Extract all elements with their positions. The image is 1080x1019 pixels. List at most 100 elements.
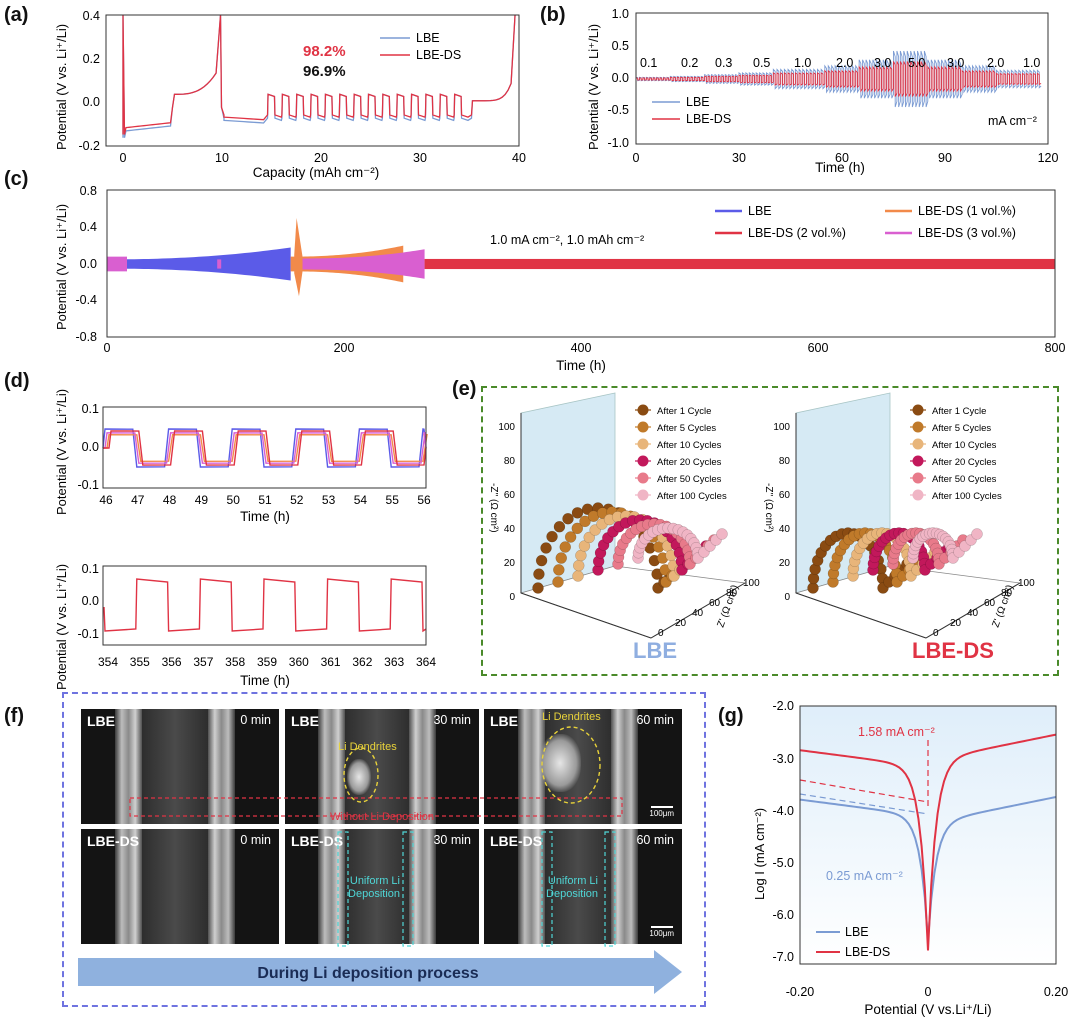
panel-g-chart: Log I (mA cm⁻²) -2.0 -3.0 -4.0 -5.0 -6.0… xyxy=(752,700,1068,1017)
xtick: 20 xyxy=(675,618,687,629)
xtick: 49 xyxy=(195,493,209,507)
ytick: 0.0 xyxy=(82,440,99,454)
eis-point xyxy=(533,568,545,580)
xtick: 600 xyxy=(808,341,829,355)
tile-time: 60 min xyxy=(636,713,674,727)
li-dendrite-blob xyxy=(539,734,581,792)
ztick: 0 xyxy=(784,592,790,603)
rate-label: 5.0 xyxy=(908,56,925,70)
eis-point xyxy=(546,530,558,543)
rate-label: 2.0 xyxy=(987,56,1004,70)
ztick: 100 xyxy=(773,422,790,433)
legend-lbe: LBE xyxy=(686,95,710,109)
xtick: 47 xyxy=(131,493,145,507)
ytick: 0.0 xyxy=(80,257,97,271)
panel-d-top-frame xyxy=(102,406,427,489)
xtick: 800 xyxy=(1045,341,1066,355)
panel-e-xaxis xyxy=(520,592,652,639)
eis-point xyxy=(540,542,552,554)
ytick: -0.1 xyxy=(77,627,99,641)
panel-d-bot-xticks: 354 355 356 357 358 359 360 361 362 363 364 xyxy=(98,655,436,669)
panel-g-ds-curve xyxy=(799,733,1057,951)
legend-ds: LBE-DS xyxy=(686,112,731,126)
legend-entry: After 5 Cycles xyxy=(932,423,991,434)
eis-point xyxy=(532,582,544,594)
electrolyte-gap xyxy=(142,829,208,944)
xtick: 363 xyxy=(384,655,404,669)
panel-a-xticks: 0 10 20 30 40 xyxy=(120,151,526,165)
xtick: 51 xyxy=(258,493,272,507)
eis-point xyxy=(564,531,577,543)
micrograph-tile: LBE-DS 30 min xyxy=(285,829,479,944)
panel-b-ds-curve xyxy=(635,61,1042,97)
eis-point xyxy=(578,540,591,552)
xtick: 0.20 xyxy=(1044,985,1068,999)
ytick: 0.1 xyxy=(82,562,99,576)
xtick: 52 xyxy=(290,493,304,507)
panel-g-ylabel: Log I (mA cm⁻²) xyxy=(752,808,767,900)
panel-c-xticks: 0 200 400 600 800 xyxy=(104,341,1066,355)
panel-b-xticks: 0 30 60 90 120 xyxy=(633,151,1059,165)
ztick: 100 xyxy=(498,422,515,433)
panel-e-ds-name: LBE-DS xyxy=(912,638,994,663)
panel-b-xlabel: Time (h) xyxy=(815,160,865,175)
rate-label: 3.0 xyxy=(874,56,891,70)
ytick: -0.1 xyxy=(77,478,99,492)
panel-g-yticks: -2.0 -3.0 -4.0 -5.0 -6.0 -7.0 xyxy=(772,700,794,964)
tafel-ds-line xyxy=(799,779,929,803)
xtick: 48 xyxy=(163,493,177,507)
ztick: 80 xyxy=(779,456,791,467)
panel-b-rate-labels: 0.1 0.2 0.3 0.5 1.0 2.0 3.0 5.0 3.0 2.0 1.0 xyxy=(640,56,1040,70)
ytick: -2.0 xyxy=(772,700,794,713)
legend-entry: After 50 Cycles xyxy=(657,474,722,485)
panel-c-chart: Potential (V vs. Li⁺/Li) 0.8 0.4 0.0 -0.… xyxy=(54,184,1066,373)
panel-a-xlabel: Capacity (mAh cm⁻²) xyxy=(253,165,379,180)
xtick: 100 xyxy=(1018,578,1035,589)
panel-d-bot-frame xyxy=(102,565,427,646)
panel-d-top-ylabel: Potential (V vs. Li⁺/Li) xyxy=(54,389,69,515)
xtick: 40 xyxy=(967,608,979,619)
electrode-right xyxy=(610,709,639,824)
micrograph-tile: LBE-DS 0 min xyxy=(81,829,279,944)
ytick: -1.0 xyxy=(607,136,629,150)
panel-a-chart: Potential (V vs. Li⁺/Li) 0.4 0.2 0.0 -0.… xyxy=(54,9,526,180)
electrode-right xyxy=(207,829,236,944)
legend-ds: LBE-DS xyxy=(416,48,461,62)
rate-label: 0.5 xyxy=(753,56,770,70)
panel-c-band xyxy=(217,259,222,269)
ytick: -0.2 xyxy=(78,139,100,153)
uniform-box-60-right xyxy=(604,831,616,947)
panel-d-curve xyxy=(103,578,427,633)
eis-point xyxy=(553,564,565,576)
electrode-right xyxy=(207,709,236,824)
electrolyte-gap xyxy=(345,829,410,944)
eis-point xyxy=(572,559,585,572)
ztick: 40 xyxy=(504,524,516,535)
xtick: 120 xyxy=(1038,151,1059,165)
dendrite-circle-60 xyxy=(541,726,601,804)
without-deposition-box xyxy=(129,797,623,817)
legend-entry: After 100 Cycles xyxy=(932,491,1002,502)
panel-g-bg xyxy=(800,706,1056,964)
panel-d-bot-xlabel: Time (h) xyxy=(240,673,290,688)
tafel-lbe-line xyxy=(799,793,929,815)
panel-g-i-lbe: 0.25 mA cm⁻² xyxy=(826,869,903,883)
without-deposition-text: Without Li Deposition xyxy=(330,811,434,823)
panel-label-g: (g) xyxy=(718,705,744,727)
xtick: 10 xyxy=(215,151,229,165)
eis-point xyxy=(583,531,595,544)
electrolyte-gap xyxy=(142,709,208,824)
panel-c-band xyxy=(424,258,1056,270)
legend-lbe: LBE xyxy=(845,925,869,939)
panel-e-xaxis xyxy=(795,592,927,639)
panel-label-f: (f) xyxy=(4,705,24,727)
legend-entry: After 100 Cycles xyxy=(657,491,727,502)
panel-label-a: (a) xyxy=(4,4,29,26)
electrode-left xyxy=(114,709,143,824)
panel-d-curve xyxy=(103,433,428,463)
tile-label: LBE xyxy=(490,713,518,729)
panel-f-frame xyxy=(62,692,706,1007)
electrode-left xyxy=(114,829,143,944)
rate-label: 1.0 xyxy=(794,56,811,70)
